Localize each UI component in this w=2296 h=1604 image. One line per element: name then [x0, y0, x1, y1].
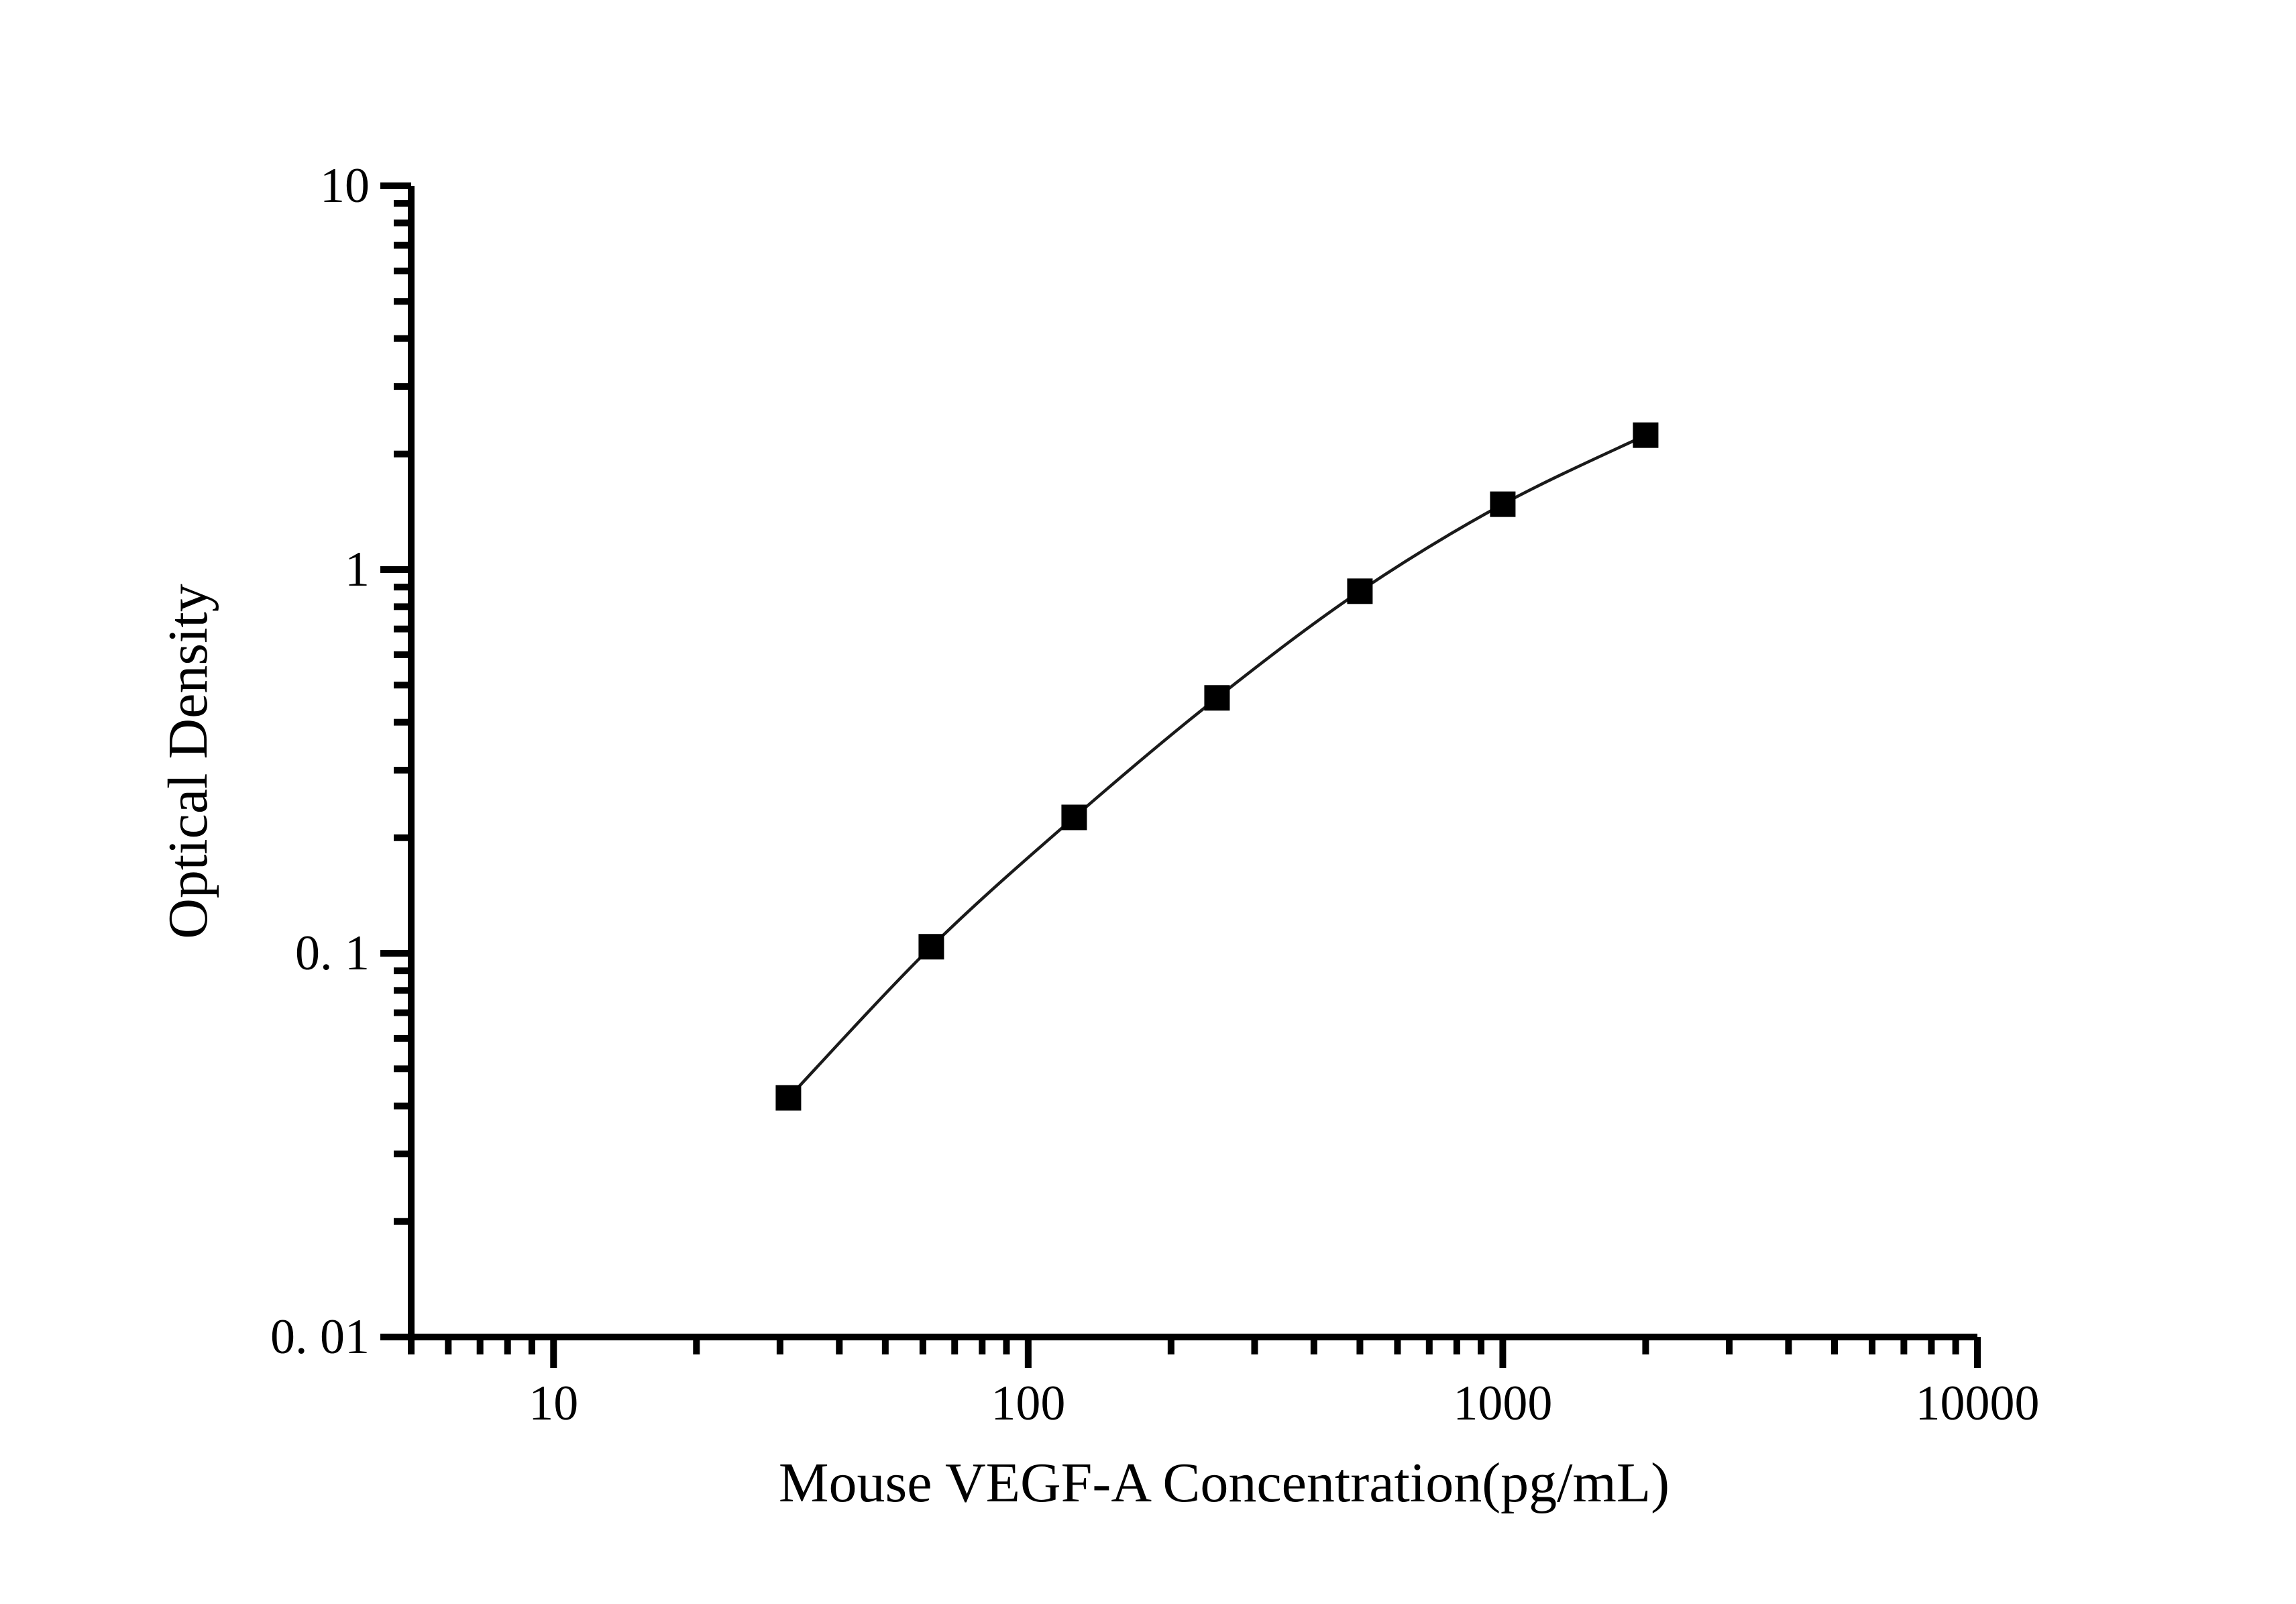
y-axis-title: Optical Density — [157, 584, 219, 939]
standard-curve-line — [787, 433, 1647, 1100]
x-tick-label: 10000 — [1916, 1376, 2040, 1431]
x-tick-label: 10 — [529, 1376, 578, 1431]
data-point-marker — [1633, 422, 1659, 448]
axes — [408, 186, 1977, 1354]
y-tick-label: 10 — [320, 158, 370, 213]
y-tick-label: 0. 1 — [295, 926, 370, 981]
x-tick-label: 100 — [991, 1376, 1065, 1431]
y-tick-label: 0. 01 — [270, 1309, 370, 1365]
data-point-marker — [1061, 804, 1087, 831]
data-point-marker — [1204, 685, 1230, 711]
x-tick-labels: 10 100 1000 10000 — [529, 1376, 2039, 1431]
y-tick-label: 1 — [345, 542, 370, 597]
data-point-marker — [1347, 578, 1373, 604]
data-point-marker — [918, 934, 944, 960]
data-point-marker — [1490, 491, 1516, 517]
y-tick-labels: 10 1 0. 1 0. 01 — [270, 158, 370, 1365]
data-point-marker — [775, 1085, 802, 1111]
x-tick-label: 1000 — [1453, 1376, 1552, 1431]
data-points — [775, 422, 1659, 1111]
axis-ticks — [380, 182, 1981, 1368]
x-axis-title: Mouse VEGF-A Concentration(pg/mL) — [779, 1452, 1670, 1514]
